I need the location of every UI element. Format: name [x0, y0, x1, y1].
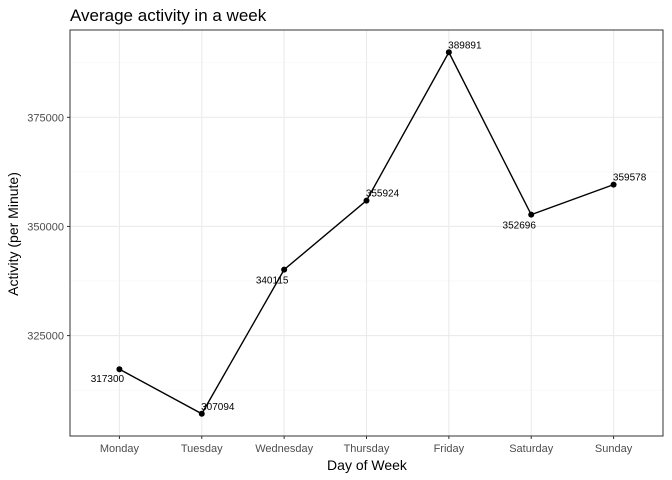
grid	[70, 30, 663, 436]
data-point-thursday	[363, 197, 370, 204]
y-tick-label: 375000	[27, 112, 64, 124]
data-label-tuesday: 307094	[201, 402, 235, 413]
data-label-friday: 389891	[448, 40, 482, 51]
chart-title: Average activity in a week	[70, 6, 267, 25]
data-point-friday	[445, 49, 452, 56]
data-label-sunday: 359578	[613, 173, 647, 184]
data-labels: 317300 307094 340115 355924 389891 352696 3595…	[91, 40, 647, 412]
axes: 325000 350000 375000 Monday Tuesday Wednesday…	[27, 112, 632, 455]
x-tick-label-monday: Monday	[100, 443, 140, 455]
y-tick-label: 350000	[27, 221, 64, 233]
x-tick-label-saturday: Saturday	[509, 443, 554, 455]
data-point-tuesday	[198, 410, 205, 417]
data-point-monday	[116, 366, 123, 373]
data-label-thursday: 355924	[366, 189, 400, 200]
data-label-wednesday: 340115	[256, 276, 289, 287]
x-tick-label-sunday: Sunday	[595, 443, 633, 455]
y-tick-label: 325000	[27, 331, 64, 343]
x-axis-label: Day of Week	[327, 457, 408, 473]
data-label-monday: 317300	[91, 374, 125, 385]
data-point-wednesday	[281, 266, 288, 273]
data-point-saturday	[528, 211, 535, 218]
x-tick-label-friday: Friday	[434, 443, 465, 455]
x-tick-label-thursday: Thursday	[344, 443, 390, 455]
data-points	[116, 49, 617, 417]
data-label-saturday: 352696	[503, 221, 537, 232]
y-axis-label: Activity (per Minute)	[5, 172, 21, 296]
x-tick-label-wednesday: Wednesday	[255, 443, 313, 455]
data-point-sunday	[610, 181, 617, 188]
x-tick-label-tuesday: Tuesday	[181, 443, 223, 455]
